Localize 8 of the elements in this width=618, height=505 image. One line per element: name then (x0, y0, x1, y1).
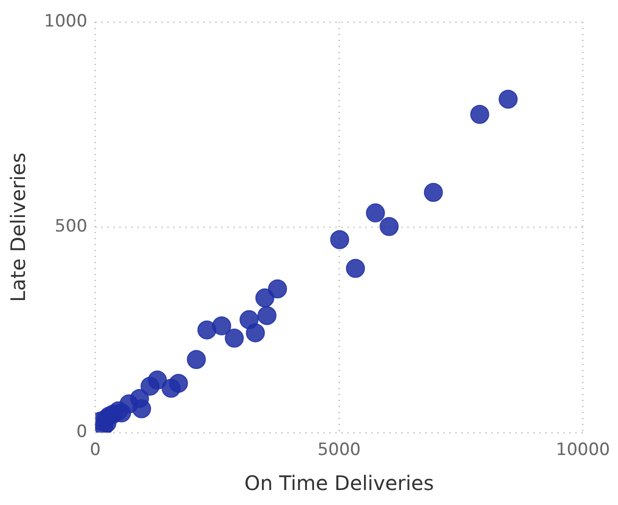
y-axis-title: Late Deliveries (6, 152, 30, 302)
x-axis-title: On Time Deliveries (244, 471, 434, 496)
x-tick-label: 5000 (317, 440, 361, 460)
y-tick-label: 500 (54, 216, 88, 237)
y-tick-label: 1000 (44, 11, 88, 32)
y-tick-label: 0 (76, 422, 88, 442)
x-tick-label: 10000 (556, 440, 610, 460)
x-tick-label: 0 (90, 440, 101, 460)
